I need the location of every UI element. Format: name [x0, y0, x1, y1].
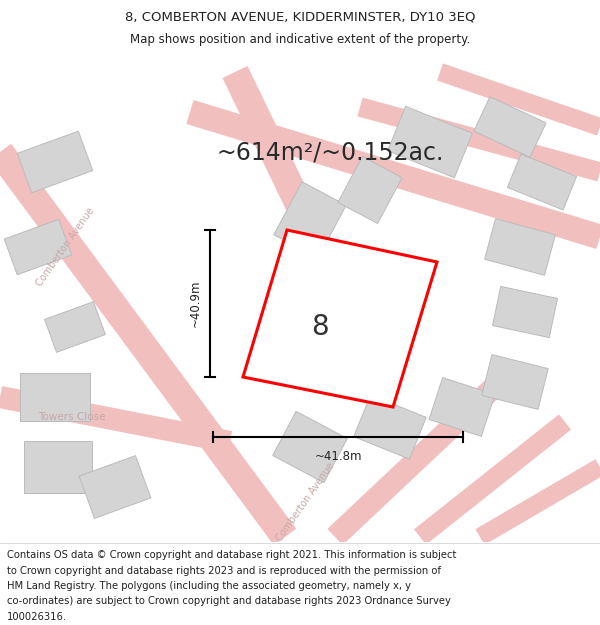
Bar: [17, 131, 93, 193]
Text: to Crown copyright and database rights 2023 and is reproduced with the permissio: to Crown copyright and database rights 2…: [7, 566, 441, 576]
Text: co-ordinates) are subject to Crown copyright and database rights 2023 Ordnance S: co-ordinates) are subject to Crown copyr…: [7, 596, 451, 606]
Bar: [4, 219, 72, 275]
Text: 100026316.: 100026316.: [7, 612, 67, 622]
Bar: [474, 97, 546, 158]
Text: ~41.8m: ~41.8m: [314, 451, 362, 464]
Bar: [388, 106, 472, 178]
Text: 8, COMBERTON AVENUE, KIDDERMINSTER, DY10 3EQ: 8, COMBERTON AVENUE, KIDDERMINSTER, DY10…: [125, 10, 475, 23]
Bar: [338, 156, 402, 224]
Text: ~40.9m: ~40.9m: [188, 280, 202, 328]
Bar: [272, 411, 347, 482]
Text: Contains OS data © Crown copyright and database right 2021. This information is : Contains OS data © Crown copyright and d…: [7, 550, 457, 560]
Bar: [485, 219, 556, 275]
Text: Towers Close: Towers Close: [38, 412, 106, 422]
Text: 8: 8: [311, 313, 329, 341]
Text: HM Land Registry. The polygons (including the associated geometry, namely x, y: HM Land Registry. The polygons (includin…: [7, 581, 411, 591]
Polygon shape: [243, 230, 437, 407]
Bar: [79, 456, 151, 518]
Bar: [429, 378, 495, 436]
Bar: [274, 182, 346, 258]
Bar: [493, 286, 557, 338]
Text: Comberton Avenue: Comberton Avenue: [274, 461, 336, 543]
Text: ~614m²/~0.152ac.: ~614m²/~0.152ac.: [217, 140, 443, 164]
Bar: [354, 395, 426, 459]
Bar: [44, 302, 106, 352]
Text: Comberton Avenue: Comberton Avenue: [34, 206, 96, 288]
Bar: [24, 441, 92, 493]
Bar: [482, 354, 548, 409]
Text: Map shows position and indicative extent of the property.: Map shows position and indicative extent…: [130, 32, 470, 46]
Bar: [508, 154, 577, 210]
Bar: [20, 373, 90, 421]
